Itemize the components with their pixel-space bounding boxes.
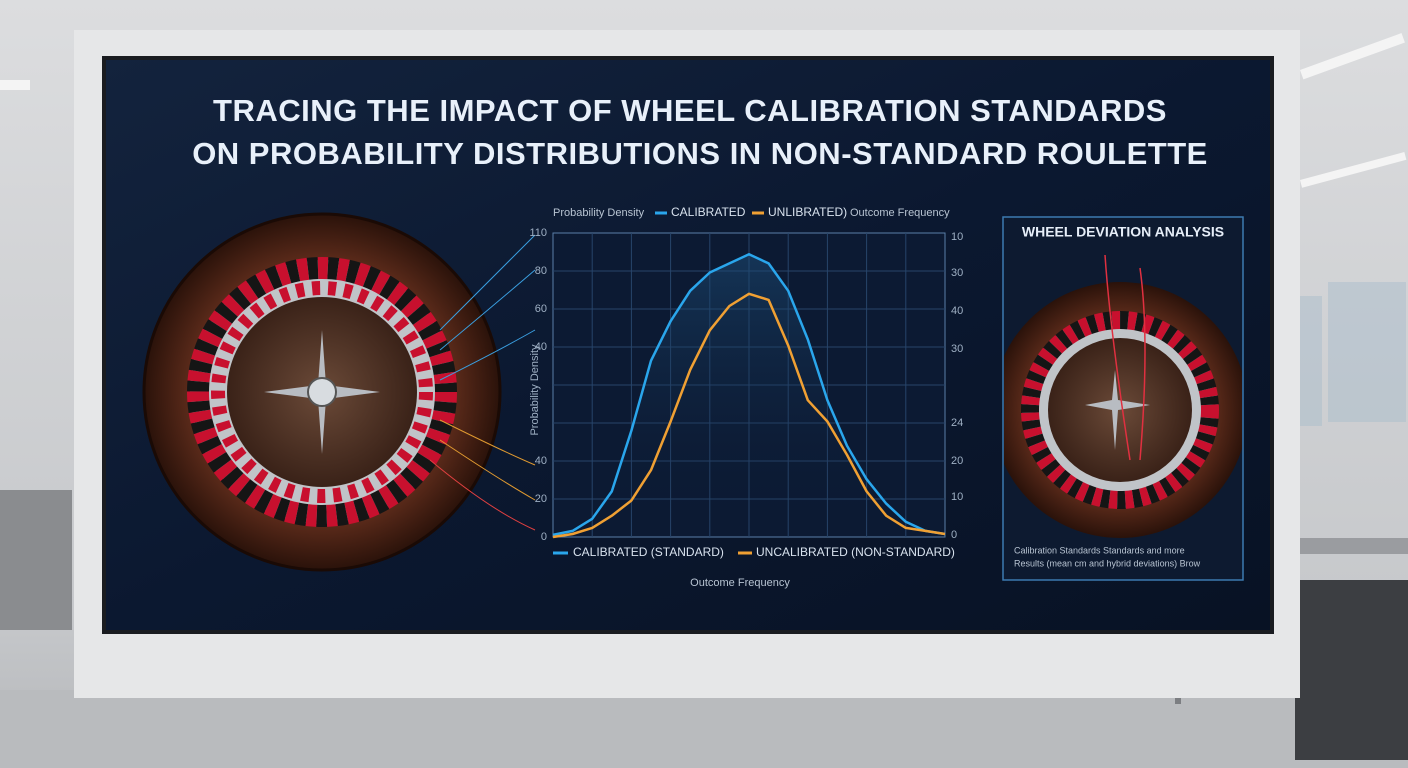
area-glow xyxy=(553,254,945,538)
light xyxy=(1300,33,1405,80)
legend-label: CALIBRATED xyxy=(671,205,746,219)
y-axis-label: 0 xyxy=(541,531,547,543)
floor xyxy=(0,690,1408,768)
y-axis-label: 40 xyxy=(535,455,547,467)
title-line: ON PROBABILITY DISTRIBUTIONS IN NON-STAN… xyxy=(192,136,1208,171)
light xyxy=(1300,152,1407,188)
light xyxy=(0,80,30,90)
roulette-wheel xyxy=(142,212,502,572)
legend-label: UNCALIBRATED (NON-STANDARD) xyxy=(756,545,955,559)
series-line xyxy=(552,253,946,537)
panel-caption: Calibration Standards Standards and more xyxy=(1014,545,1185,555)
y2-axis-label: 0 xyxy=(951,529,957,541)
y2-axis-label: 30 xyxy=(951,267,963,279)
legend-label: CALIBRATED (STANDARD) xyxy=(573,545,724,559)
title-line: TRACING THE IMPACT OF WHEEL CALIBRATION … xyxy=(213,93,1167,128)
y-axis-label: 80 xyxy=(535,265,547,277)
legend-label: UNLIBRATED) xyxy=(768,205,847,219)
y-axis-label: 40 xyxy=(535,341,547,353)
y2-axis-label: 24 xyxy=(951,417,963,429)
cabinet xyxy=(1295,580,1408,760)
hologram xyxy=(1328,282,1406,422)
cabinet xyxy=(0,490,72,630)
panel-title: WHEEL DEVIATION ANALYSIS xyxy=(1022,224,1224,240)
x-axis-title: Outcome Frequency xyxy=(850,207,950,219)
x-axis-title: Outcome Frequency xyxy=(690,577,790,589)
y-axis-label: 110 xyxy=(529,227,547,239)
y-axis-title: Probability Density xyxy=(553,207,645,219)
y-axis-label: 60 xyxy=(535,303,547,315)
y2-axis-label: 20 xyxy=(951,455,963,467)
y2-axis-label: 30 xyxy=(951,343,963,355)
plot: 110 80 60 40 40 20 0 10 30 40 30 24 20 10 0 xyxy=(529,227,963,543)
panel-caption: Results (mean cm and hybrid deviations) … xyxy=(1014,558,1201,568)
y-axis-title: Probability Density xyxy=(529,344,541,436)
connector-lines xyxy=(429,234,536,531)
series-line xyxy=(552,292,946,539)
y2-axis-label: 10 xyxy=(951,491,963,503)
y-axis-label: 20 xyxy=(535,493,547,505)
y2-axis-label: 40 xyxy=(951,305,963,317)
roulette-wheel xyxy=(1004,254,1242,538)
y2-axis-label: 10 xyxy=(951,231,963,243)
